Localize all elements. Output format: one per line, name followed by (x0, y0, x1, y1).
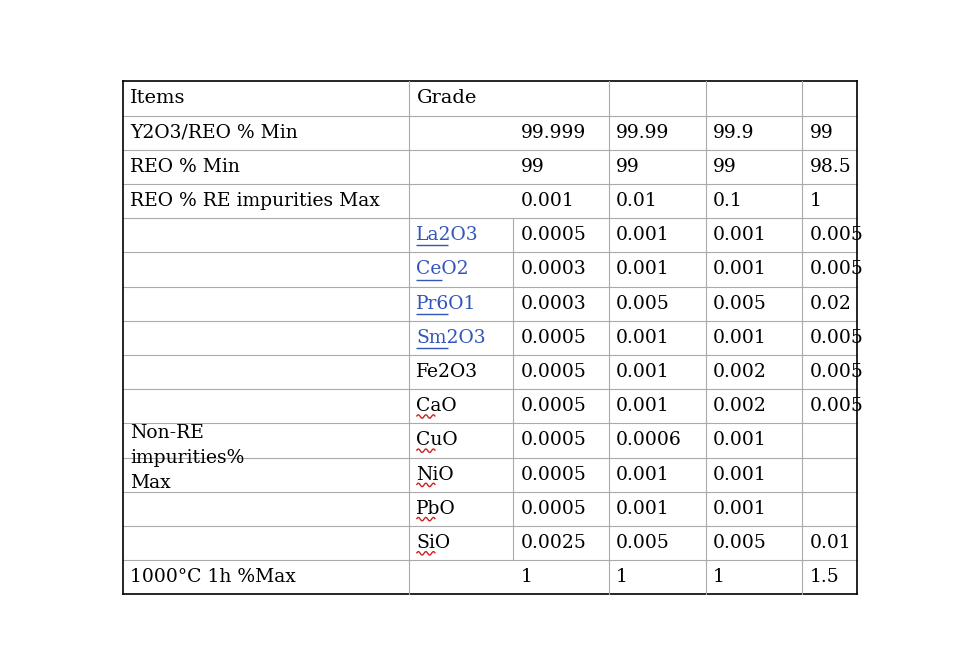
Text: 0.005: 0.005 (809, 226, 862, 244)
Text: 0.005: 0.005 (809, 329, 862, 347)
Text: 0.001: 0.001 (712, 260, 766, 278)
Text: 0.005: 0.005 (616, 294, 669, 312)
Text: NiO: NiO (416, 466, 454, 484)
Text: 0.005: 0.005 (809, 260, 862, 278)
Text: 0.02: 0.02 (809, 294, 851, 312)
Text: 0.002: 0.002 (712, 363, 766, 381)
Text: 0.001: 0.001 (616, 466, 669, 484)
Text: Y2O3/REO % Min: Y2O3/REO % Min (131, 124, 297, 142)
Text: 0.001: 0.001 (616, 329, 669, 347)
Text: 0.0003: 0.0003 (520, 294, 586, 312)
Text: SiO: SiO (416, 534, 450, 552)
Text: Pr6O1: Pr6O1 (416, 294, 476, 312)
Text: 0.001: 0.001 (616, 397, 669, 415)
Text: CaO: CaO (416, 397, 456, 415)
Text: 0.005: 0.005 (712, 294, 766, 312)
Text: 0.005: 0.005 (809, 397, 862, 415)
Text: 99: 99 (616, 158, 639, 176)
Text: 1: 1 (809, 192, 821, 210)
Text: REO % Min: REO % Min (131, 158, 240, 176)
Text: Non-RE
impurities%
Max: Non-RE impurities% Max (131, 423, 245, 492)
Text: 0.01: 0.01 (809, 534, 851, 552)
Text: 0.0025: 0.0025 (520, 534, 586, 552)
Text: 0.001: 0.001 (712, 466, 766, 484)
Text: CeO2: CeO2 (416, 260, 469, 278)
Text: 1: 1 (520, 568, 532, 586)
Text: 0.005: 0.005 (616, 534, 669, 552)
Text: 0.001: 0.001 (712, 226, 766, 244)
Text: Fe2O3: Fe2O3 (416, 363, 478, 381)
Text: 0.001: 0.001 (616, 500, 669, 518)
Text: 0.0005: 0.0005 (520, 226, 586, 244)
Text: 0.0003: 0.0003 (520, 260, 586, 278)
Text: 98.5: 98.5 (809, 158, 851, 176)
Text: 1000°C 1h %Max: 1000°C 1h %Max (131, 568, 295, 586)
Text: 99.9: 99.9 (712, 124, 754, 142)
Text: 1: 1 (616, 568, 627, 586)
Text: Sm2O3: Sm2O3 (416, 329, 486, 347)
Text: 99: 99 (712, 158, 736, 176)
Text: 1: 1 (712, 568, 724, 586)
Text: 0.001: 0.001 (712, 329, 766, 347)
Text: 99.99: 99.99 (616, 124, 669, 142)
Text: 0.001: 0.001 (616, 260, 669, 278)
Text: 0.001: 0.001 (616, 363, 669, 381)
Text: Items: Items (131, 90, 186, 108)
Text: 0.005: 0.005 (712, 534, 766, 552)
Text: 0.005: 0.005 (809, 363, 862, 381)
Text: CuO: CuO (416, 432, 457, 450)
Text: 0.001: 0.001 (520, 192, 574, 210)
Text: 0.0005: 0.0005 (520, 500, 586, 518)
Text: 0.001: 0.001 (712, 432, 766, 450)
Text: PbO: PbO (416, 500, 456, 518)
Text: 1.5: 1.5 (809, 568, 839, 586)
Text: 0.0005: 0.0005 (520, 432, 586, 450)
Text: 0.0006: 0.0006 (616, 432, 681, 450)
Text: 0.01: 0.01 (616, 192, 658, 210)
Text: 99: 99 (809, 124, 833, 142)
Text: 0.0005: 0.0005 (520, 466, 586, 484)
Text: 0.0005: 0.0005 (520, 329, 586, 347)
Text: 0.1: 0.1 (712, 192, 742, 210)
Text: 0.002: 0.002 (712, 397, 766, 415)
Text: REO % RE impurities Max: REO % RE impurities Max (131, 192, 380, 210)
Text: La2O3: La2O3 (416, 226, 478, 244)
Text: 0.0005: 0.0005 (520, 363, 586, 381)
Text: 99.999: 99.999 (520, 124, 585, 142)
Text: 0.001: 0.001 (712, 500, 766, 518)
Text: 99: 99 (520, 158, 544, 176)
Text: 0.001: 0.001 (616, 226, 669, 244)
Text: 0.0005: 0.0005 (520, 397, 586, 415)
Text: Grade: Grade (416, 90, 476, 108)
